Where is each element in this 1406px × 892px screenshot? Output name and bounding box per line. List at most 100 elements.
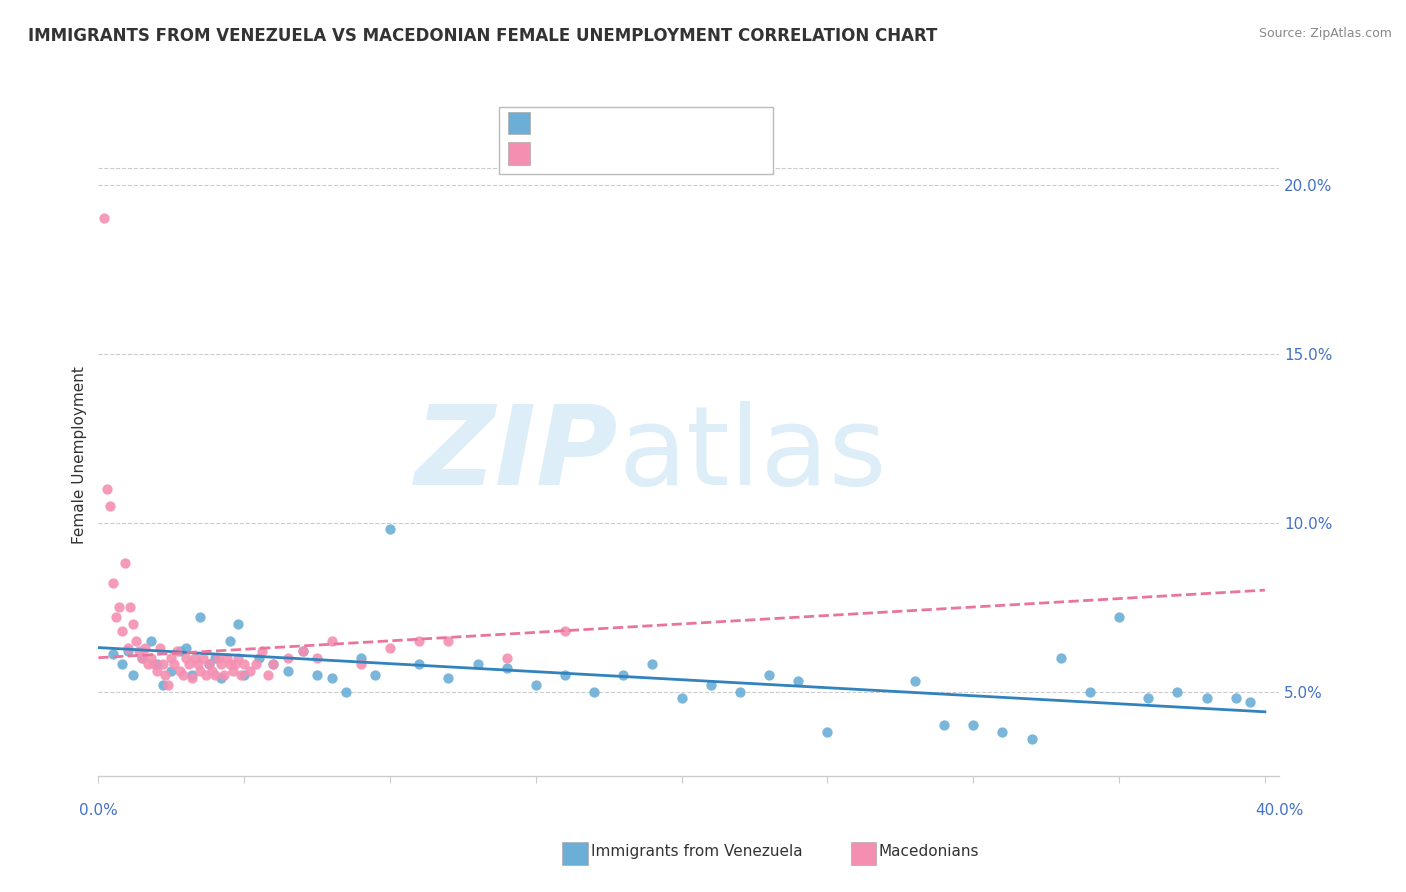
- Point: [177, 657, 200, 672]
- Point: [163, 657, 186, 672]
- Point: [787, 674, 810, 689]
- Point: [1225, 691, 1247, 706]
- Point: [408, 657, 430, 672]
- Point: [233, 667, 256, 681]
- Point: [224, 657, 246, 672]
- Point: [152, 678, 174, 692]
- Point: [1021, 731, 1043, 746]
- Point: [1239, 695, 1261, 709]
- Point: [98, 499, 121, 513]
- Point: [231, 667, 253, 681]
- Point: [169, 644, 191, 658]
- Point: [962, 718, 984, 732]
- Point: [111, 624, 134, 638]
- Point: [554, 667, 576, 681]
- Point: [307, 667, 329, 681]
- Text: ZIP: ZIP: [415, 401, 619, 508]
- Point: [145, 657, 167, 672]
- Point: [134, 640, 156, 655]
- Point: [155, 667, 177, 681]
- Point: [166, 644, 188, 658]
- Point: [256, 667, 278, 681]
- Point: [1078, 684, 1101, 698]
- Point: [136, 657, 159, 672]
- Point: [262, 657, 284, 672]
- Point: [180, 671, 202, 685]
- Point: [209, 657, 232, 672]
- Point: [364, 667, 387, 681]
- Point: [139, 650, 162, 665]
- Point: [262, 657, 284, 672]
- Point: [122, 616, 145, 631]
- Point: [335, 684, 357, 698]
- Point: [612, 667, 634, 681]
- Point: [250, 644, 273, 658]
- Point: [495, 661, 517, 675]
- Point: [101, 648, 124, 662]
- Point: [408, 633, 430, 648]
- Point: [117, 640, 139, 655]
- Point: [321, 633, 343, 648]
- Point: [495, 650, 517, 665]
- Point: [1108, 610, 1130, 624]
- Point: [228, 650, 250, 665]
- Point: [321, 671, 343, 685]
- Point: [218, 657, 240, 672]
- Point: [104, 610, 127, 624]
- Point: [145, 665, 167, 679]
- Point: [307, 650, 329, 665]
- Point: [233, 657, 256, 672]
- Point: [221, 665, 243, 679]
- Point: [131, 650, 153, 665]
- Point: [291, 644, 314, 658]
- Point: [437, 633, 460, 648]
- Point: [209, 671, 232, 685]
- Point: [180, 667, 202, 681]
- Point: [212, 667, 235, 681]
- Point: [350, 650, 373, 665]
- Text: IMMIGRANTS FROM VENEZUELA VS MACEDONIAN FEMALE UNEMPLOYMENT CORRELATION CHART: IMMIGRANTS FROM VENEZUELA VS MACEDONIAN …: [28, 27, 938, 45]
- Point: [131, 650, 153, 665]
- Text: 0.0%: 0.0%: [79, 803, 118, 818]
- Point: [277, 665, 299, 679]
- Point: [128, 644, 150, 658]
- Point: [117, 644, 139, 658]
- Text: Immigrants from Venezuela: Immigrants from Venezuela: [591, 845, 803, 859]
- Text: R = -0.110   N = 57: R = -0.110 N = 57: [538, 116, 689, 130]
- Point: [93, 211, 115, 226]
- Point: [583, 684, 606, 698]
- Point: [190, 665, 212, 679]
- Point: [108, 600, 131, 615]
- Point: [157, 678, 180, 692]
- Point: [932, 718, 955, 732]
- Point: [125, 633, 148, 648]
- Point: [204, 667, 226, 681]
- Point: [111, 657, 134, 672]
- Point: [204, 650, 226, 665]
- Point: [467, 657, 489, 672]
- Point: [700, 678, 723, 692]
- Point: [122, 667, 145, 681]
- Point: [198, 657, 221, 672]
- Point: [524, 678, 547, 692]
- Point: [101, 576, 124, 591]
- Point: [758, 667, 780, 681]
- Point: [239, 665, 262, 679]
- Y-axis label: Female Unemployment: Female Unemployment: [72, 366, 87, 544]
- Point: [991, 725, 1014, 739]
- Point: [160, 650, 183, 665]
- Point: [245, 657, 267, 672]
- Point: [378, 640, 401, 655]
- Point: [641, 657, 664, 672]
- Point: [291, 644, 314, 658]
- Point: [277, 650, 299, 665]
- Point: [728, 684, 751, 698]
- Point: [215, 650, 238, 665]
- Point: [195, 667, 218, 681]
- Point: [554, 624, 576, 638]
- Point: [114, 556, 136, 570]
- Point: [190, 610, 212, 624]
- Point: [437, 671, 460, 685]
- Text: 40.0%: 40.0%: [1256, 803, 1303, 818]
- Point: [378, 522, 401, 536]
